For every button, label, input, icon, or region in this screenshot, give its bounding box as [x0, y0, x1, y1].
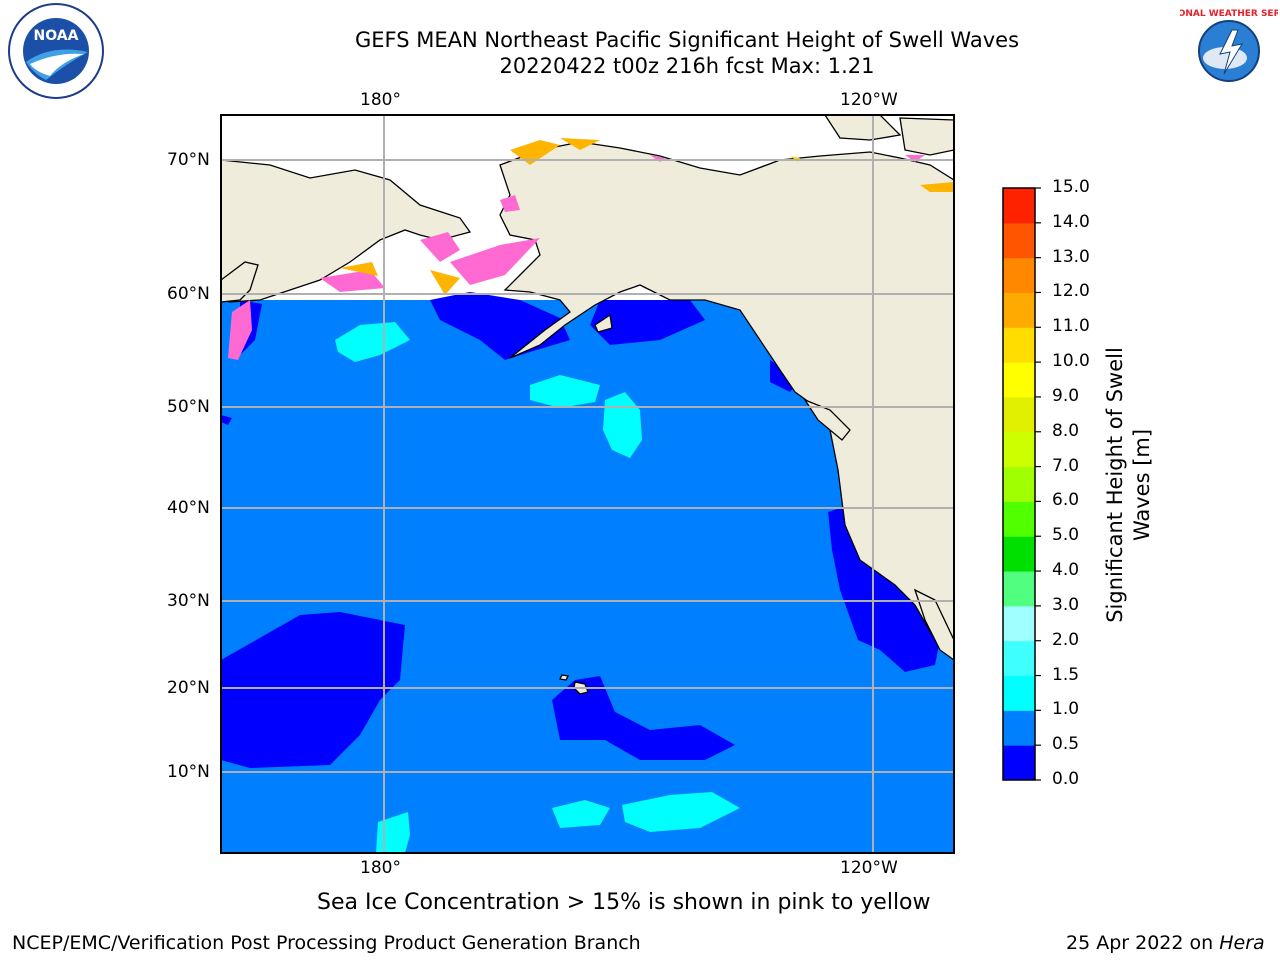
lat-tick-60n: 60°N: [167, 284, 210, 304]
colorbar-segment: [1003, 640, 1035, 677]
lon-tick-top-120w: 120°W: [840, 90, 898, 110]
swell-1.0-1.5m-regions: [335, 322, 740, 853]
colorbar-segment: [1003, 396, 1035, 433]
lat-tick-20n: 20°N: [167, 678, 210, 698]
colorbar-title-line2: Waves [m]: [1130, 428, 1154, 542]
lon-tick-top-180: 180°: [360, 90, 401, 110]
footer-date: 25 Apr 2022 on Hera: [1066, 932, 1265, 954]
colorbar-tick-label: 10.0: [1052, 351, 1090, 372]
noaa-logo-text: NOAA: [34, 28, 79, 44]
colorbar-tick-label: 8.0: [1052, 420, 1080, 441]
colorbar-title-line1: Significant Height of Swell: [1103, 347, 1127, 623]
lon-tick-bottom-120w: 120°W: [840, 858, 898, 878]
colorbar-segment: [1003, 327, 1035, 363]
colorbar-segment: [1003, 571, 1035, 607]
footer-branch: NCEP/EMC/Verification Post Processing Pr…: [12, 932, 641, 954]
map-frame: [220, 114, 955, 854]
colorbar-segment: [1003, 188, 1035, 224]
colorbar-segment: [1003, 292, 1035, 328]
colorbar-tick-label: 4.0: [1052, 560, 1080, 581]
colorbar-segment: [1003, 257, 1035, 293]
graticule: [221, 115, 954, 853]
lat-tick-50n: 50°N: [167, 397, 210, 417]
colorbar-segment: [1003, 675, 1035, 711]
footer-date-text: 25 Apr 2022 on: [1066, 932, 1220, 954]
colorbar-segment: [1003, 536, 1035, 572]
colorbar-segment: [1003, 466, 1035, 502]
nws-logo-text: NATIONAL WEATHER SERVICE: [1180, 9, 1278, 19]
colorbar-segment: [1003, 362, 1035, 398]
colorbar-tick-label: 0.0: [1052, 769, 1080, 789]
sea-ice-note: Sea Ice Concentration > 15% is shown in …: [317, 890, 931, 915]
colorbar-frame: [1002, 187, 1036, 781]
colorbar-tick-label: 1.0: [1052, 699, 1080, 720]
map-title: GEFS MEAN Northeast Pacific Significant …: [354, 28, 1020, 52]
lat-tick-70n: 70°N: [167, 150, 210, 170]
colorbar: [1003, 187, 1041, 781]
colorbar-segment: [1003, 605, 1035, 642]
colorbar-tick-label: 13.0: [1052, 246, 1090, 267]
colorbar-tick-label: 6.0: [1052, 490, 1080, 511]
colorbar-segment: [1003, 745, 1035, 781]
colorbar-tick-label: 7.0: [1052, 455, 1080, 476]
colorbar-tick-label: 12.0: [1052, 281, 1090, 302]
lon-tick-bottom-180: 180°: [360, 858, 401, 878]
colorbar-tick-label: 3.0: [1052, 594, 1080, 615]
colorbar-tick-label: 15.0: [1052, 177, 1090, 197]
land-areas: [221, 115, 954, 695]
footer-host: Hera: [1219, 932, 1265, 954]
colorbar-title: Significant Height of Swell Waves [m]: [1102, 347, 1156, 623]
colorbar-segment: [1003, 222, 1035, 259]
lat-tick-30n: 30°N: [167, 591, 210, 611]
colorbar-tick-label: 5.0: [1052, 525, 1080, 546]
colorbar-tick-label: 0.5: [1052, 734, 1080, 755]
nws-logo: NATIONAL WEATHER SERVICE: [1180, 5, 1278, 97]
colorbar-segment: [1003, 431, 1035, 468]
lat-tick-40n: 40°N: [167, 498, 210, 518]
colorbar-segment: [1003, 710, 1035, 746]
noaa-logo: NOAA: [8, 3, 104, 99]
colorbar-tick-label: 11.0: [1052, 316, 1090, 337]
lat-tick-10n: 10°N: [167, 762, 210, 782]
colorbar-segment: [1003, 501, 1035, 537]
colorbar-tick-label: 9.0: [1052, 385, 1080, 406]
map-subtitle: 20220422 t00z 216h fcst Max: 1.21: [499, 54, 875, 78]
colorbar-tick-label: 2.0: [1052, 629, 1080, 650]
colorbar-tick-label: 14.0: [1052, 211, 1090, 232]
colorbar-tick-label: 1.5: [1052, 664, 1080, 685]
